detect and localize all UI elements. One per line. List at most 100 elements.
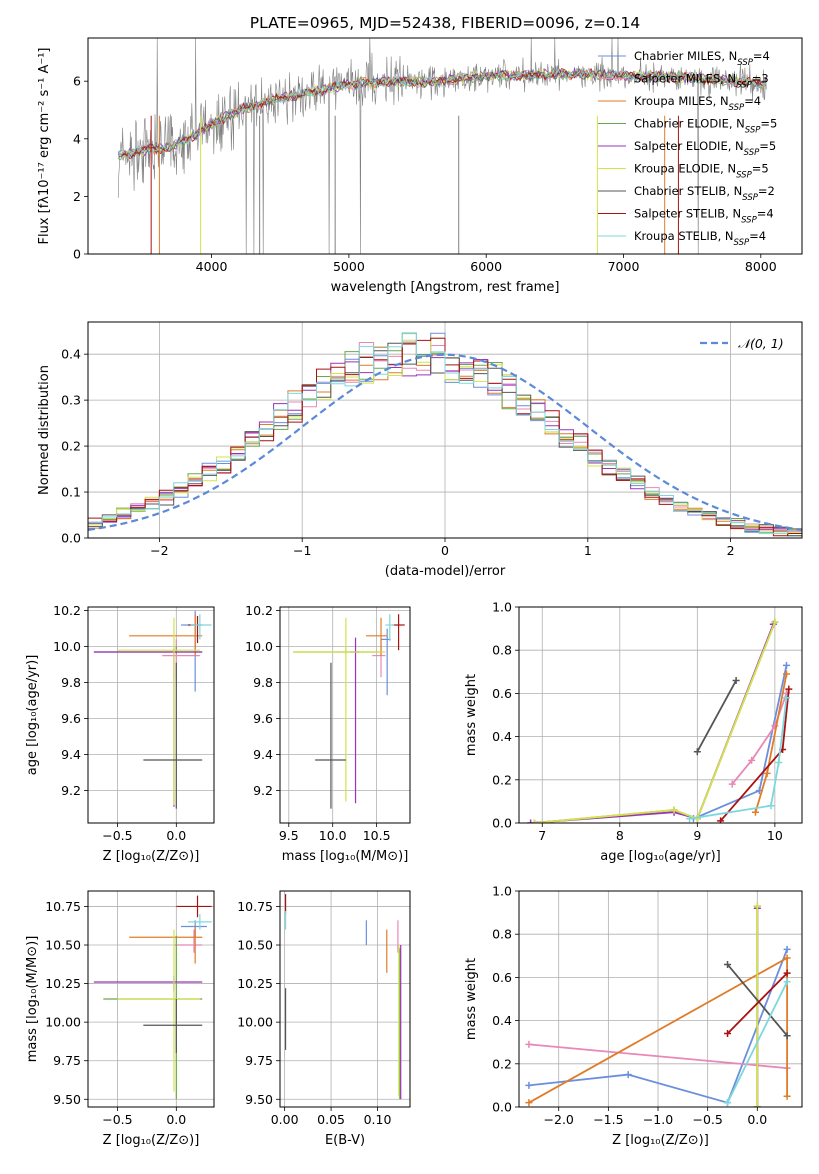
y-tick-label: 1.0 xyxy=(492,884,512,899)
x-tick-label: −1.0 xyxy=(643,1112,673,1127)
series-chabrier-stelib xyxy=(693,676,740,756)
y-tick-label: 10.75 xyxy=(45,899,81,914)
weight-marker xyxy=(525,1040,533,1048)
weight-line xyxy=(689,697,788,820)
point-chabrier-elodie xyxy=(103,935,203,1100)
legend-label: Salpeter STELIB, NSSP=4 xyxy=(634,207,774,226)
point-chabrier-miles xyxy=(181,610,196,692)
weight-line xyxy=(534,621,776,823)
weight-line xyxy=(534,621,776,823)
x-tick-label: 4000 xyxy=(196,259,228,274)
x-tick-label: 0.0 xyxy=(166,828,186,843)
weight-marker xyxy=(724,1099,732,1107)
y-tick-label: 0.6 xyxy=(492,686,512,701)
series-kroupa-stelib xyxy=(686,694,790,823)
weight-marker xyxy=(783,945,791,953)
y-tick-label: 10.00 xyxy=(45,1015,81,1030)
weight-line xyxy=(530,623,775,823)
y-tick-label: 10.2 xyxy=(53,603,81,618)
x-tick-label: 0 xyxy=(441,543,449,558)
weight-marker xyxy=(751,808,759,816)
x-axis-label: Z [log₁₀(Z/Z⊙)] xyxy=(103,1133,200,1148)
y-tick-label: 0.8 xyxy=(492,643,512,658)
y-tick-label: 1.0 xyxy=(492,600,512,615)
x-axis-label: Z [log₁₀(Z/Z⊙)] xyxy=(103,849,200,864)
weight-marker xyxy=(782,670,790,678)
x-tick-label: 10 xyxy=(767,828,783,843)
y-tick-label: 9.6 xyxy=(253,711,273,726)
x-tick-label: 0.10 xyxy=(364,1112,392,1127)
weight-marker xyxy=(732,676,740,684)
y-tick-label: 10.00 xyxy=(237,1015,273,1030)
y-tick-label: 9.50 xyxy=(245,1092,273,1107)
y-tick-label: 9.50 xyxy=(53,1092,81,1107)
plot-area-weight_vs_age xyxy=(519,607,802,823)
x-tick-label: 9.5 xyxy=(279,828,299,843)
panel-age_vs_Z: −0.5 0.0 9.2 9.4 9.6 9.8 10.0 10.2 Z [log₁₀(Z/Z⊙… xyxy=(25,603,215,864)
x-tick-label: −1 xyxy=(293,543,311,558)
residual-histogram xyxy=(88,333,802,535)
axes-frame xyxy=(518,890,803,1108)
legend-label: Chabrier MILES, NSSP=4 xyxy=(634,49,770,68)
weight-marker xyxy=(782,661,790,669)
y-tick-label: 0.2 xyxy=(61,439,81,454)
x-tick-label: 0.0 xyxy=(166,1112,186,1127)
weight-marker xyxy=(783,978,791,986)
figure-title: PLATE=0965, MJD=52438, FIBERID=0096, z=0… xyxy=(250,14,640,32)
x-tick-label: 7000 xyxy=(608,259,640,274)
plot-area-age_vs_mass xyxy=(280,607,410,823)
series-salpeter-miles xyxy=(728,689,790,788)
x-tick-label: 5000 xyxy=(333,259,365,274)
y-tick-label: 0.0 xyxy=(61,531,81,546)
weight-marker xyxy=(624,1071,632,1079)
panel-mass_vs_ebv: 0.00 0.05 0.10 9.50 9.75 10.00 10.25 10.50 10.75… xyxy=(237,890,411,1148)
legend-label: Chabrier STELIB, NSSP=2 xyxy=(634,184,775,203)
weight-marker xyxy=(763,769,771,777)
x-tick-label: 8 xyxy=(616,828,624,843)
legend-label: Chabrier ELODIE, NSSP=5 xyxy=(634,117,777,136)
grid-mass_vs_ebv xyxy=(280,891,410,1107)
y-tick-label: 10.25 xyxy=(45,976,81,991)
weight-marker xyxy=(525,1099,533,1107)
axes-frame xyxy=(87,321,803,539)
x-axis-label: Z [log₁₀(Z/Z⊙)] xyxy=(612,1133,709,1148)
weight-marker xyxy=(724,1030,732,1038)
plot-area-age_vs_Z xyxy=(88,607,214,823)
x-tick-label: −2.0 xyxy=(544,1112,574,1127)
y-tick-label: 10.0 xyxy=(245,639,273,654)
point-kroupa-stelib xyxy=(190,614,212,640)
x-tick-label: 1 xyxy=(584,543,592,558)
y-tick-label: 2 xyxy=(73,189,81,204)
point-chabrier-miles xyxy=(381,628,391,696)
spectrum-legend: Chabrier MILES, NSSP=4 Salpeter MILES, NS… xyxy=(598,49,777,248)
x-tick-label: 9 xyxy=(693,828,701,843)
point-chabrier-elodie xyxy=(293,646,383,654)
x-axis-label: mass [log₁₀(M/M⊙)] xyxy=(282,849,409,864)
legend-label: Kroupa STELIB, NSSP=4 xyxy=(634,229,766,248)
weight-marker xyxy=(527,819,535,823)
weight-marker xyxy=(686,815,694,823)
x-tick-label: −0.5 xyxy=(692,1112,722,1127)
y-tick-label: 0.2 xyxy=(492,1056,512,1071)
y-tick-label: 10.0 xyxy=(53,639,81,654)
y-tick-label: 9.2 xyxy=(61,783,81,798)
legend-label: Kroupa ELODIE, NSSP=5 xyxy=(634,162,769,181)
x-axis-label: E(B-V) xyxy=(325,1133,365,1148)
y-tick-label: 0.2 xyxy=(492,772,512,787)
weight-marker xyxy=(724,960,732,968)
y-axis-label: age [log₁₀(age/yr)] xyxy=(25,655,40,776)
point-salpeter-miles xyxy=(162,639,200,679)
point-kroupa-stelib xyxy=(385,614,395,642)
series-salpeter-elodie xyxy=(527,620,777,823)
y-tick-label: 0.3 xyxy=(61,393,81,408)
y-tick-label: 9.4 xyxy=(61,747,81,762)
legend-label: Salpeter ELODIE, NSSP=5 xyxy=(634,139,776,158)
y-axis-label: Flux [fλ10⁻¹⁷ erg cm⁻² s⁻¹ A⁻¹] xyxy=(37,48,52,245)
point-chabrier-stelib xyxy=(315,662,346,809)
normal-curve xyxy=(88,353,802,531)
panel-weight_vs_Z: −2.0 −1.5 −1.0 −0.5 0.0 0.0 0.2 0.4 0.6 0.8 1.0 Z [… xyxy=(464,884,803,1148)
legend-label: 𝒩(0, 1) xyxy=(738,336,784,351)
panel-weight_vs_age: 7 8 9 10 0.0 0.2 0.4 0.6 0.8 1.0 age [log₁₀(age/yr… xyxy=(464,600,803,864)
